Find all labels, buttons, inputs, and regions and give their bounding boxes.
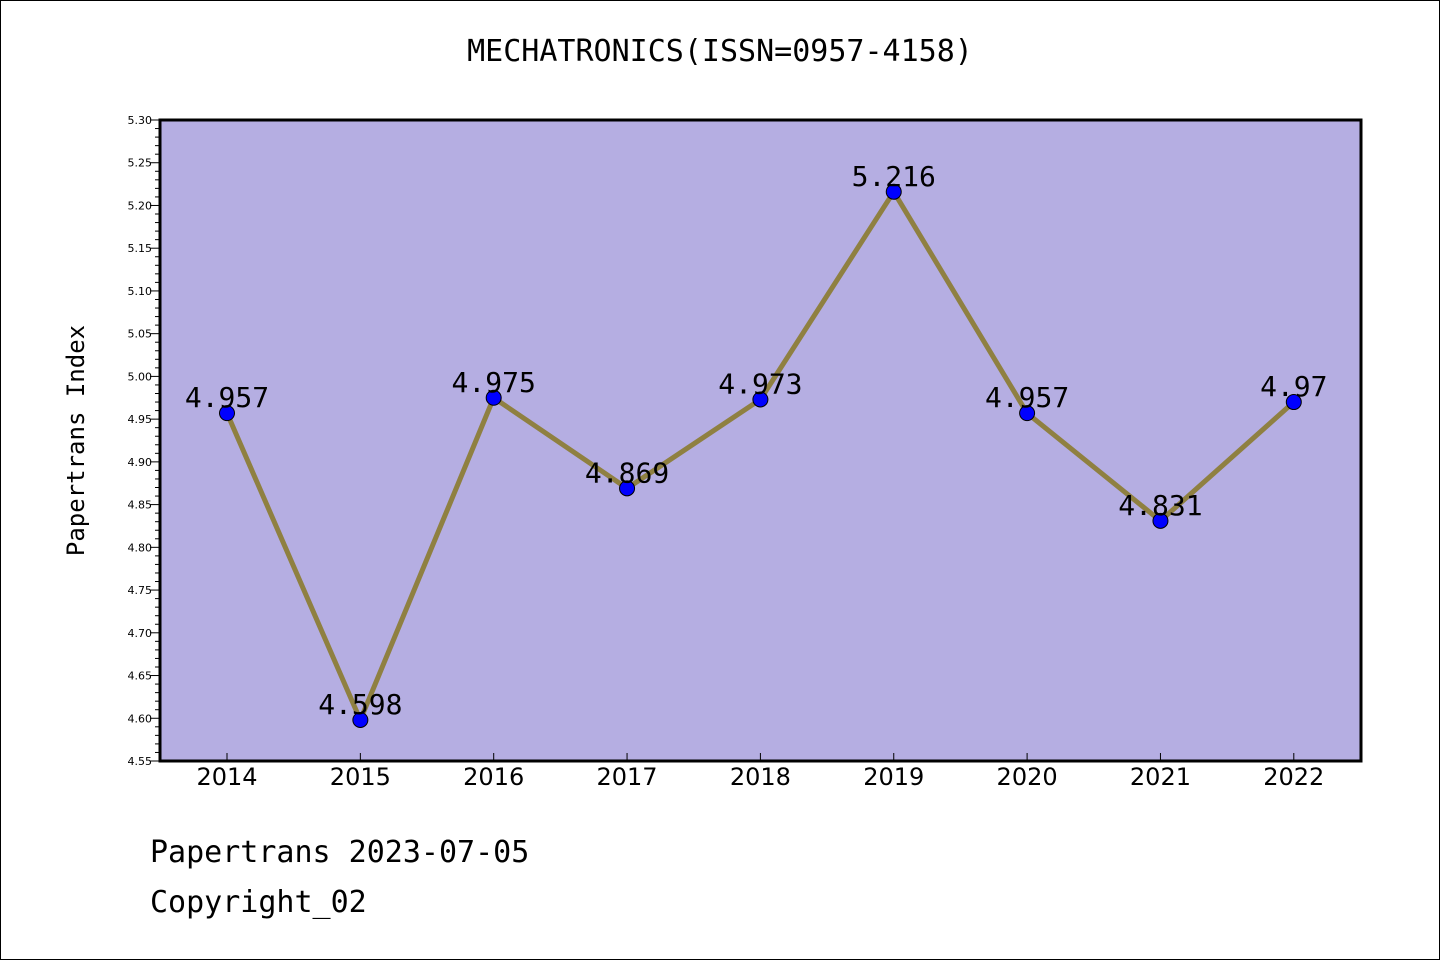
- data-label: 5.216: [852, 160, 936, 193]
- x-tick-label: 2021: [1130, 763, 1191, 791]
- data-label: 4.831: [1118, 489, 1202, 522]
- data-label: 4.869: [585, 456, 669, 489]
- y-tick-label: 4.95: [128, 413, 153, 426]
- x-tick-label: 2018: [730, 763, 791, 791]
- data-point: [885, 183, 902, 200]
- data-label: 4.957: [185, 381, 269, 414]
- data-point: [352, 711, 369, 728]
- x-tick-label: 2020: [997, 763, 1058, 791]
- data-point: [1152, 512, 1169, 529]
- data-point: [1285, 394, 1302, 411]
- footer-date: Papertrans 2023-07-05: [150, 835, 530, 870]
- y-tick-label: 4.60: [128, 712, 153, 725]
- y-axis-label: Papertrans Index: [62, 325, 90, 556]
- y-tick-label: 5.25: [128, 157, 153, 170]
- x-tick-label: 2017: [597, 763, 658, 791]
- y-tick-label: 5.00: [128, 370, 153, 383]
- y-tick-label: 5.05: [128, 328, 153, 341]
- x-tick-label: 2016: [463, 763, 524, 791]
- x-tick-label: 2022: [1263, 763, 1324, 791]
- data-point: [485, 389, 502, 406]
- y-tick-label: 4.65: [128, 670, 153, 683]
- x-tick-label: 2019: [863, 763, 924, 791]
- chart-title: MECHATRONICS(ISSN=0957-4158): [467, 34, 973, 69]
- series-group: 4.957 4.598 4.975 4.869 4.973 5.216 4.957 4.831…: [185, 160, 1328, 728]
- y-tick-label: 4.55: [128, 755, 153, 768]
- data-point: [219, 405, 235, 422]
- y-axis: 4.55 4.60 4.65 4.70 4.75 4.80 4.85 4.90 4.95 5.00…: [128, 114, 160, 768]
- data-label: 4.975: [452, 366, 536, 399]
- y-tick-label: 5.10: [128, 285, 153, 298]
- plot-border: [158, 118, 1363, 763]
- y-tick-label: 4.90: [128, 456, 153, 469]
- y-tick-label: 5.30: [128, 114, 153, 127]
- x-tick-label: 2015: [330, 763, 391, 791]
- y-tick-label: 5.15: [128, 242, 153, 255]
- data-label: 4.957: [985, 381, 1069, 414]
- y-tick-label: 4.85: [128, 499, 153, 512]
- x-tick-label: 2014: [196, 763, 257, 791]
- data-label: 4.598: [318, 688, 402, 721]
- footer-copyright: Copyright_02: [150, 885, 367, 920]
- data-point: [1019, 405, 1036, 422]
- plot-area: [160, 120, 1361, 761]
- data-point: [619, 480, 636, 497]
- x-axis: 2014 2015 2016 2017 2018 2019 2020 2021 2022: [196, 753, 1324, 791]
- y-tick-label: 4.80: [128, 541, 153, 554]
- data-label: 4.97: [1260, 370, 1327, 403]
- y-tick-label: 5.20: [128, 199, 153, 212]
- data-point: [752, 391, 769, 408]
- y-tick-label: 4.75: [128, 584, 153, 597]
- data-label: 4.973: [718, 367, 802, 400]
- y-tick-label: 4.70: [128, 627, 153, 640]
